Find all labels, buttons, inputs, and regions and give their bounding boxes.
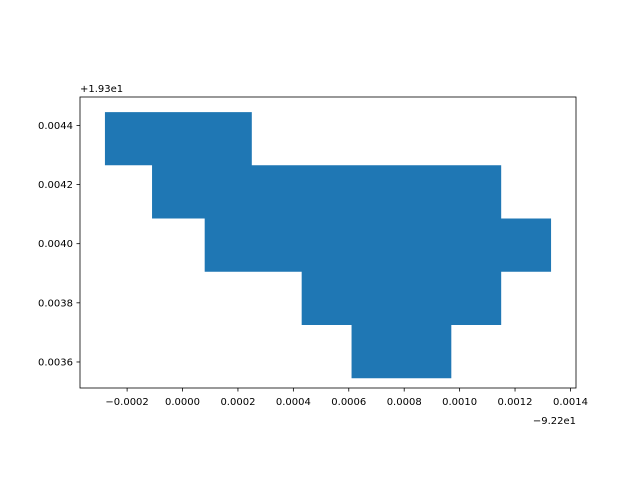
x-offset-label: −9.22e1 <box>533 416 576 427</box>
y-tick-label: 0.0044 <box>38 121 73 132</box>
x-tick-label: 0.0004 <box>276 397 311 408</box>
x-tick-label: 0.0000 <box>165 397 200 408</box>
y-offset-label: +1.93e1 <box>80 84 123 95</box>
y-tick-label: 0.0040 <box>38 239 73 250</box>
axes-frame <box>79 96 577 389</box>
y-tick-label: 0.0042 <box>38 180 73 191</box>
x-axis: −0.0002 0.0000 0.0002 0.0004 0.0006 0.0008 0.0… <box>105 388 588 408</box>
y-tick-label: 0.0038 <box>38 298 73 309</box>
x-tick-label: 0.0006 <box>331 397 366 408</box>
filled-region <box>104 112 552 379</box>
x-tick-label: −0.0002 <box>105 397 148 408</box>
plot-area <box>104 112 552 379</box>
x-tick-label: 0.0012 <box>498 397 533 408</box>
x-tick-label: 0.0008 <box>387 397 422 408</box>
x-tick-label: 0.0014 <box>553 397 588 408</box>
x-tick-label: 0.0002 <box>220 397 255 408</box>
y-tick-label: 0.0036 <box>38 357 73 368</box>
x-tick-label: 0.0010 <box>442 397 477 408</box>
y-axis: 0.0036 0.0038 0.0040 0.0042 0.0044 <box>38 121 80 368</box>
